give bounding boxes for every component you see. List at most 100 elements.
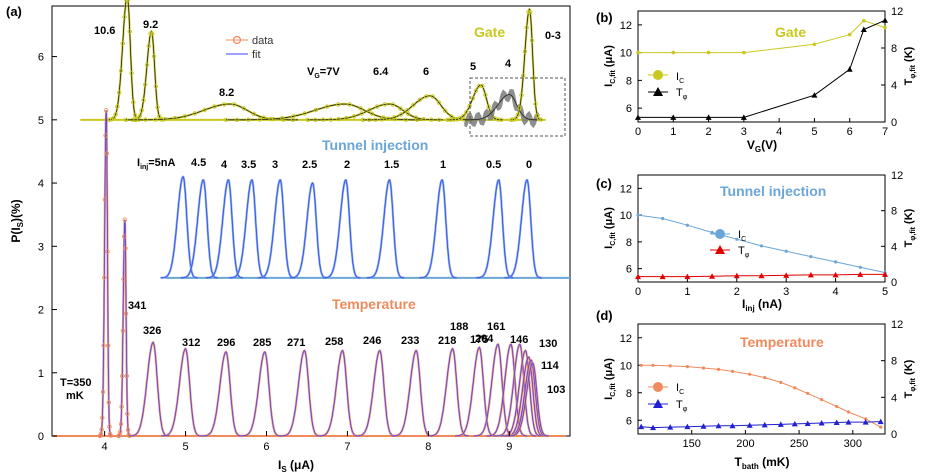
data-point [430,94,435,99]
data-point [313,117,318,122]
data-point [369,111,375,116]
data-point [390,102,395,107]
tphi-point [709,273,716,279]
y-right-tick-label: 0 [891,277,897,289]
distribution-peak [323,179,361,279]
fit-line [508,362,549,437]
data-point [417,97,423,102]
data-point [413,115,419,120]
fit-line [205,179,243,279]
temp-label: 341 [128,300,146,312]
data-point [100,415,105,420]
legend-data-marker [232,35,242,45]
x-tick-label: 7 [344,441,350,453]
data-point [141,97,146,103]
panel-d-legend: IC Tφ [648,382,688,413]
data-point [113,112,118,117]
data-point [142,82,148,87]
data-point [151,54,157,59]
data-point [398,112,404,117]
ic-point [879,425,883,429]
data-point [116,90,122,95]
panel-d-label: (d) [596,308,613,323]
panel-d-frame [637,323,886,435]
data-point [98,431,104,437]
x-tick-label: 6 [847,126,853,138]
tphi-point [650,424,657,431]
x-tick-label: 8 [425,441,431,453]
y-right-tick-label: 8 [891,206,897,218]
data-point [129,70,134,76]
data-point [480,83,485,89]
fit-line [323,179,361,279]
data-point [411,102,416,108]
data-point [202,107,207,113]
data-point [320,117,326,122]
x-tick-label: 2 [706,126,712,138]
tphi-point [804,420,811,426]
data-point [351,114,357,119]
tunnel-label: 4 [221,159,228,171]
tphi-point [862,419,869,425]
legend-t-marker [715,245,725,254]
tphi-point [845,419,852,425]
panel-c-xlabel: Iinj (nA) [742,297,782,313]
data-point [121,276,126,282]
ic-point [846,410,851,414]
data-point [120,328,126,333]
data-point [517,105,522,111]
series-line [638,19,886,118]
x-tick-label: 7 [882,126,888,138]
y-tick-label: 1 [38,368,44,380]
temp-label: 130 [539,338,557,350]
y-tick-label: 5 [38,115,44,127]
y-tick-label: 3 [38,241,44,253]
side-axis-labels: IC,fit (μA) Tφ,fit (K) IC,fit (μA) Tφ,fi… [603,45,917,400]
y-tick-label: 10 [620,360,632,372]
temp-label: T=350 [60,377,92,389]
tphi-point [811,92,818,98]
tphi-point [857,271,864,277]
panel-c-label: (c) [596,176,612,191]
tunnel-label: 0.5 [486,159,501,171]
distribution-peak [419,179,457,279]
fit-line [419,179,457,279]
data-point [115,104,120,109]
left-axis-label-b: IC,fit (μA) [603,45,617,87]
tphi-point [635,114,641,120]
temp-label: 175 [470,334,488,346]
data-point [535,113,540,118]
x-tick-label: 3 [783,286,789,298]
data-point [108,433,113,438]
distribution-peak [161,347,202,438]
data-point [424,94,429,99]
tphi-point [670,114,677,120]
data-point [519,92,524,98]
fit-line [366,179,405,279]
data-point [403,117,408,122]
data-point [139,108,144,113]
ic-point [862,18,866,23]
data-point [104,151,110,156]
distribution-peak [257,179,295,279]
fit-line [290,182,328,279]
data-point [150,31,155,36]
legend-ic-marker [715,229,725,239]
tphi-point [758,272,765,279]
panel-a-legend: data fit [226,35,274,61]
panel-a-xlabel: IS (μA) [278,458,314,474]
distribution-peak [366,179,405,279]
data-point [102,197,108,202]
legend-ic-label: IC [738,229,746,243]
data-point [367,107,372,113]
panel-a-label: (a) [6,4,22,19]
data-point [124,373,129,379]
data-point [246,117,251,122]
tphi-point [684,423,691,430]
tphi-point [882,271,888,277]
temp-label: 246 [363,335,381,347]
data-point [538,117,543,122]
legend-ic-label: IC [676,382,684,396]
